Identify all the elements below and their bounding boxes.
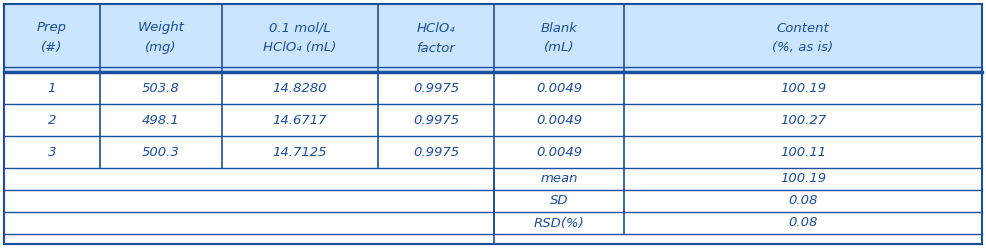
Text: HClO₄ (mL): HClO₄ (mL) xyxy=(263,41,336,55)
Text: 100.11: 100.11 xyxy=(780,146,826,158)
Bar xyxy=(4,4,982,72)
Text: 100.27: 100.27 xyxy=(780,114,826,126)
Text: 0.0049: 0.0049 xyxy=(536,82,582,94)
Text: Content: Content xyxy=(777,22,829,34)
Text: 0.0049: 0.0049 xyxy=(536,114,582,126)
Text: 0.9975: 0.9975 xyxy=(413,146,459,158)
Text: (%, as is): (%, as is) xyxy=(772,41,833,55)
Text: 2: 2 xyxy=(47,114,56,126)
Text: 14.6717: 14.6717 xyxy=(273,114,327,126)
Text: 0.08: 0.08 xyxy=(789,217,817,229)
Text: 0.9975: 0.9975 xyxy=(413,114,459,126)
Text: 14.8280: 14.8280 xyxy=(273,82,327,94)
Text: Weight: Weight xyxy=(138,22,184,34)
Text: 500.3: 500.3 xyxy=(142,146,179,158)
Text: 1: 1 xyxy=(47,82,56,94)
Text: 14.7125: 14.7125 xyxy=(273,146,327,158)
Text: 0.0049: 0.0049 xyxy=(536,146,582,158)
Text: factor: factor xyxy=(416,41,456,55)
Text: 100.19: 100.19 xyxy=(780,173,826,186)
Text: 3: 3 xyxy=(47,146,56,158)
Text: (mL): (mL) xyxy=(543,41,574,55)
Text: RSD(%): RSD(%) xyxy=(533,217,585,229)
Text: mean: mean xyxy=(540,173,578,186)
Text: Blank: Blank xyxy=(540,22,578,34)
Text: HClO₄: HClO₄ xyxy=(417,22,456,34)
Text: SD: SD xyxy=(549,194,568,208)
Text: (#): (#) xyxy=(41,41,63,55)
Text: 100.19: 100.19 xyxy=(780,82,826,94)
Text: 498.1: 498.1 xyxy=(142,114,179,126)
Text: 503.8: 503.8 xyxy=(142,82,179,94)
Text: 0.9975: 0.9975 xyxy=(413,82,459,94)
Text: (mg): (mg) xyxy=(145,41,176,55)
Text: 0.08: 0.08 xyxy=(789,194,817,208)
Text: Prep: Prep xyxy=(37,22,67,34)
Text: 0.1 mol/L: 0.1 mol/L xyxy=(269,22,331,34)
